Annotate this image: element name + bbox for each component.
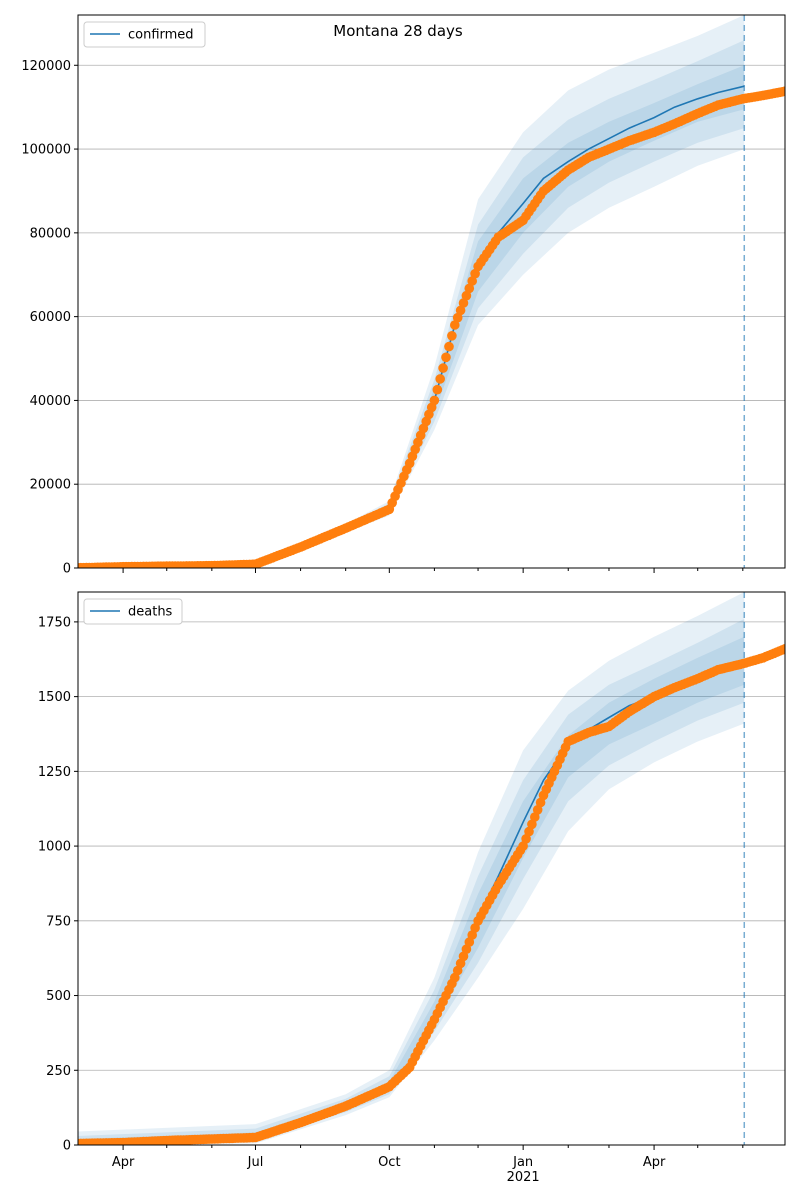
deaths-legend: deaths <box>83 598 183 625</box>
deaths-y-axis: 0 250 500 750 1000 1250 1500 1750 <box>38 615 78 1154</box>
deaths-grid <box>78 621 785 1071</box>
observed-point <box>452 312 463 323</box>
y-tick-label-60000: 60000 <box>30 310 71 325</box>
y-tick-label-0: 0 <box>63 562 71 577</box>
y-tick-label-750: 750 <box>46 914 71 929</box>
observed-points <box>78 644 785 1145</box>
confirmed-grid <box>78 64 785 485</box>
y-tick-label-20000: 20000 <box>30 478 71 493</box>
deaths-axes-frame <box>77 591 786 1146</box>
observed-point <box>532 805 543 815</box>
observed-point <box>527 819 537 830</box>
observed-point <box>524 826 534 837</box>
confidence-band-0 <box>78 15 745 568</box>
confirmed-legend-label: confirmed <box>128 28 194 43</box>
y-tick-label-1750: 1750 <box>38 615 71 630</box>
confidence-band-0 <box>78 592 745 1145</box>
observed-point <box>429 395 440 406</box>
x-tick-label-2020-07-01: Jul <box>247 1155 264 1170</box>
confidence-band-2 <box>78 636 745 1145</box>
confirmed-legend-box <box>83 21 206 48</box>
x-tick-label-2020-04-01: Apr <box>112 1155 135 1170</box>
observed-point <box>444 341 454 352</box>
y-tick-label-1250: 1250 <box>38 765 71 780</box>
x-tick-label-2021-01-01: Jan 2021 <box>507 1155 540 1185</box>
x-tick-label-2021-04-01: Apr <box>643 1155 666 1170</box>
observed-point <box>780 86 785 96</box>
deaths-x-axis: Apr Jul Oct Jan 2021 Apr <box>112 1145 744 1185</box>
observed-point <box>521 834 531 844</box>
chart-title: Montana 28 days <box>333 22 463 40</box>
y-tick-label-1000: 1000 <box>38 840 71 855</box>
confidence-band-2 <box>78 65 745 568</box>
y-tick-label-0: 0 <box>63 1139 71 1154</box>
deaths-bands <box>78 592 745 1145</box>
observed-point <box>450 320 460 330</box>
y-tick-label-120000: 120000 <box>21 59 71 74</box>
confirmed-x-axis <box>122 568 744 573</box>
observed-point <box>455 305 466 316</box>
deaths-series <box>78 644 785 1145</box>
observed-point <box>461 290 472 301</box>
observed-point <box>780 644 785 654</box>
deaths-legend-box <box>83 598 183 625</box>
confirmed-y-axis: 0 20000 40000 60000 80000 100000 120000 <box>21 59 78 577</box>
observed-point <box>438 363 448 373</box>
y-tick-label-80000: 80000 <box>30 226 71 241</box>
confirmed-series <box>78 85 785 568</box>
y-tick-label-40000: 40000 <box>30 394 71 409</box>
deaths-panel: 0 250 500 750 1000 1250 1500 1750 Apr Jul Oct Jan 2… <box>38 591 786 1185</box>
deaths-legend-label: deaths <box>128 605 173 620</box>
confidence-band-1 <box>78 618 745 1145</box>
y-tick-label-100000: 100000 <box>21 143 71 158</box>
observed-point <box>447 331 457 341</box>
confirmed-panel: 0 20000 40000 60000 80000 100000 120000 Montan… <box>21 14 786 577</box>
observed-point <box>530 812 540 822</box>
observed-point <box>467 276 478 286</box>
observed-point <box>458 298 469 308</box>
confirmed-bands <box>78 15 745 568</box>
y-tick-label-1500: 1500 <box>38 690 71 705</box>
confirmed-legend: confirmed <box>83 21 206 48</box>
confirmed-axes-frame <box>77 14 786 569</box>
observed-point <box>464 283 475 294</box>
x-tick-label-2020-10-01: Oct <box>378 1155 400 1170</box>
observed-points <box>78 86 785 568</box>
y-tick-label-250: 250 <box>46 1064 71 1079</box>
observed-point <box>518 841 528 851</box>
observed-point <box>435 374 446 384</box>
observed-point <box>432 384 443 395</box>
observed-point <box>441 352 451 363</box>
observed-point <box>535 797 546 808</box>
observed-point <box>470 268 480 279</box>
y-tick-label-500: 500 <box>46 989 71 1004</box>
confidence-band-1 <box>78 40 745 568</box>
